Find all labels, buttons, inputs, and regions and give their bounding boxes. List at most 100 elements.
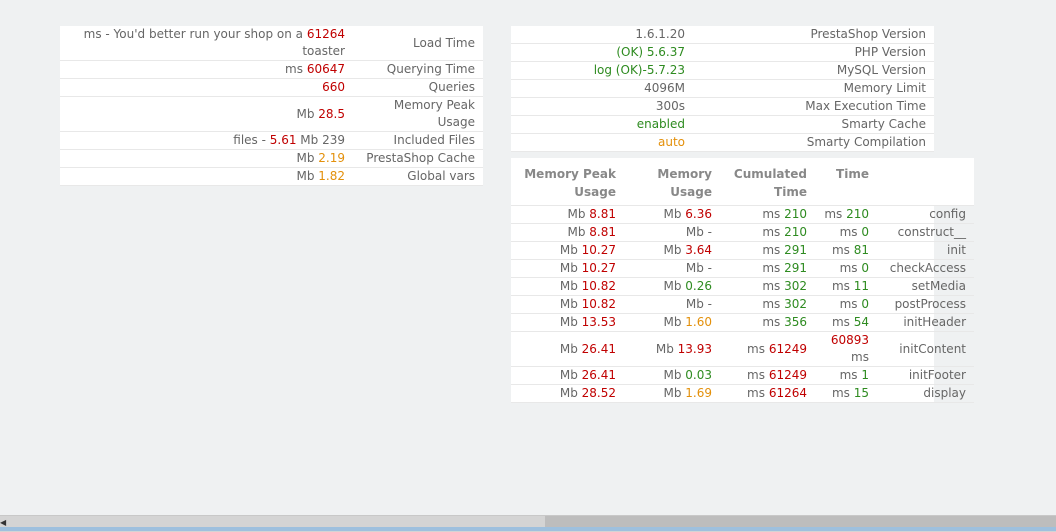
metric-value: 26.41 bbox=[581, 341, 616, 356]
unit-label: ms bbox=[839, 261, 862, 275]
controller-row: Mb 26.41 Mb 13.93 ms 61249 60893 ms initCont… bbox=[511, 331, 974, 367]
info-value-part: log (OK)-5.7.23 bbox=[593, 63, 685, 77]
performance-panel: ms - You'd better run your shop on a 612… bbox=[60, 26, 483, 186]
unit-label: ms bbox=[747, 368, 769, 382]
scrollbar-thumb[interactable] bbox=[545, 516, 1056, 530]
unit-label: Mb bbox=[685, 297, 708, 311]
perf-value-part: Mb bbox=[296, 169, 319, 183]
metric-value: 8.81 bbox=[589, 225, 616, 239]
controller-row: Mb 10.27 Mb - ms 291 ms 0 checkAccess bbox=[511, 259, 974, 278]
unit-label: Mb bbox=[559, 243, 582, 257]
controller-cum-cell: ms 291 bbox=[720, 241, 815, 260]
unit-label: Mb bbox=[663, 207, 686, 221]
perf-value-part: 5.61 bbox=[269, 133, 297, 147]
metric-value: 10.27 bbox=[581, 243, 616, 257]
controller-cum-cell: ms 302 bbox=[720, 295, 815, 314]
metric-value: 6.36 bbox=[685, 207, 712, 221]
info-panel: 1.6.1.20 PrestaShop Version (OK) 5.6.37 PHP… bbox=[511, 26, 974, 403]
controller-time-cell: ms 0 bbox=[815, 295, 877, 314]
metric-value: 11 bbox=[853, 279, 869, 293]
metric-value: 13.93 bbox=[677, 341, 712, 356]
unit-label: ms bbox=[762, 279, 785, 293]
controller-step-name: checkAccess bbox=[877, 259, 974, 278]
info-value-part: 1.6.1.20 bbox=[635, 27, 685, 41]
metric-value: 15 bbox=[853, 386, 869, 400]
metric-value: - bbox=[707, 261, 712, 275]
unit-label: ms bbox=[762, 315, 785, 329]
controller-cum-cell: ms 61264 bbox=[720, 384, 815, 403]
controller-step-name: construct__ bbox=[877, 223, 974, 242]
metric-value: 1.60 bbox=[685, 315, 712, 329]
metric-value: - bbox=[707, 297, 712, 311]
perf-row: files - 5.61 Mb 239 Included Files bbox=[60, 131, 483, 150]
info-label: PrestaShop Version bbox=[693, 26, 934, 44]
controller-row: Mb 10.82 Mb 0.26 ms 302 ms 11 setMedia bbox=[511, 277, 974, 296]
controller-header-cell: Time bbox=[815, 158, 877, 206]
controller-time-cell: ms 15 bbox=[815, 384, 877, 403]
controller-mem-cell: Mb 1.60 bbox=[624, 313, 720, 332]
perf-value: 660 bbox=[60, 78, 353, 97]
perf-row: ms - You'd better run your shop on a 612… bbox=[60, 26, 483, 61]
metric-value: 0.26 bbox=[685, 279, 712, 293]
perf-label: Querying Time bbox=[353, 60, 483, 79]
controller-mem-cell: Mb 0.26 bbox=[624, 277, 720, 296]
controller-mem-cell: Mb - bbox=[624, 223, 720, 242]
metric-value: 0.03 bbox=[685, 368, 712, 382]
info-row: log (OK)-5.7.23 MySQL Version bbox=[511, 61, 934, 80]
performance-table: ms - You'd better run your shop on a 612… bbox=[60, 26, 483, 186]
perf-label: Load Time bbox=[353, 26, 483, 61]
perf-value: Mb 28.5 bbox=[60, 96, 353, 132]
metric-value: 1.69 bbox=[685, 386, 712, 400]
metric-value: - bbox=[707, 225, 712, 239]
info-label: PHP Version bbox=[693, 43, 934, 62]
controller-header-cell: Cumulated Time bbox=[720, 158, 815, 206]
unit-label: Mb bbox=[559, 368, 582, 382]
unit-label: ms bbox=[762, 207, 785, 221]
scroll-left-arrow-icon[interactable]: ◀ bbox=[0, 518, 7, 527]
info-value-part: 4096M bbox=[644, 81, 685, 95]
info-label: Smarty Cache bbox=[693, 115, 934, 134]
unit-label: Mb bbox=[663, 243, 686, 257]
unit-label: Mb bbox=[567, 207, 590, 221]
metric-value: 210 bbox=[784, 207, 807, 221]
controller-step-name: initHeader bbox=[877, 313, 974, 332]
controller-header-cell: Memory Usage bbox=[624, 158, 720, 206]
controller-row: Mb 13.53 Mb 1.60 ms 356 ms 54 initHeader bbox=[511, 313, 974, 332]
info-label: Memory Limit bbox=[693, 79, 934, 98]
controller-row: Mb 10.82 Mb - ms 302 ms 0 postProcess bbox=[511, 295, 974, 314]
controller-mem-cell: Mb 13.93 bbox=[624, 331, 720, 367]
perf-row: Mb 2.19 PrestaShop Cache bbox=[60, 149, 483, 168]
unit-label: Mb bbox=[559, 297, 582, 311]
perf-value: ms - You'd better run your shop on a 612… bbox=[60, 26, 353, 61]
controller-row: Mb 8.81 Mb 6.36 ms 210 ms 210 config bbox=[511, 205, 974, 224]
info-value-part: enabled bbox=[636, 117, 685, 131]
unit-label: ms bbox=[839, 297, 862, 311]
info-value: log (OK)-5.7.23 bbox=[511, 61, 693, 80]
perf-row: ms 60647 Querying Time bbox=[60, 60, 483, 79]
info-row: 1.6.1.20 PrestaShop Version bbox=[511, 26, 934, 44]
perf-label: Memory Peak Usage bbox=[353, 96, 483, 132]
info-value-part: auto bbox=[657, 135, 685, 149]
controller-time-cell: ms 0 bbox=[815, 223, 877, 242]
unit-label: Mb bbox=[685, 261, 708, 275]
info-row: enabled Smarty Cache bbox=[511, 115, 934, 134]
controller-cum-cell: ms 356 bbox=[720, 313, 815, 332]
metric-value: 291 bbox=[784, 261, 807, 275]
controller-peak-cell: Mb 8.81 bbox=[511, 223, 624, 242]
controller-mem-cell: Mb - bbox=[624, 259, 720, 278]
controller-step-name: initContent bbox=[877, 331, 974, 367]
unit-label: ms bbox=[831, 315, 854, 329]
unit-label: ms bbox=[747, 341, 769, 356]
controller-timing-table: Memory Peak Usage Memory Usage Cumulated T… bbox=[511, 158, 974, 403]
metric-value: 1 bbox=[861, 368, 869, 382]
controller-step-name: initFooter bbox=[877, 366, 974, 385]
controller-time-cell: ms 0 bbox=[815, 259, 877, 278]
controller-row: Mb 8.81 Mb - ms 210 ms 0 construct__ bbox=[511, 223, 974, 242]
perf-label: PrestaShop Cache bbox=[353, 149, 483, 168]
perf-value-part: Mb bbox=[296, 106, 319, 121]
controller-cum-cell: ms 210 bbox=[720, 223, 815, 242]
perf-value-part: ms bbox=[285, 62, 307, 76]
controller-time-cell: 60893 ms bbox=[815, 331, 877, 367]
bottom-strip bbox=[0, 527, 1056, 531]
metric-value: 0 bbox=[861, 261, 869, 275]
